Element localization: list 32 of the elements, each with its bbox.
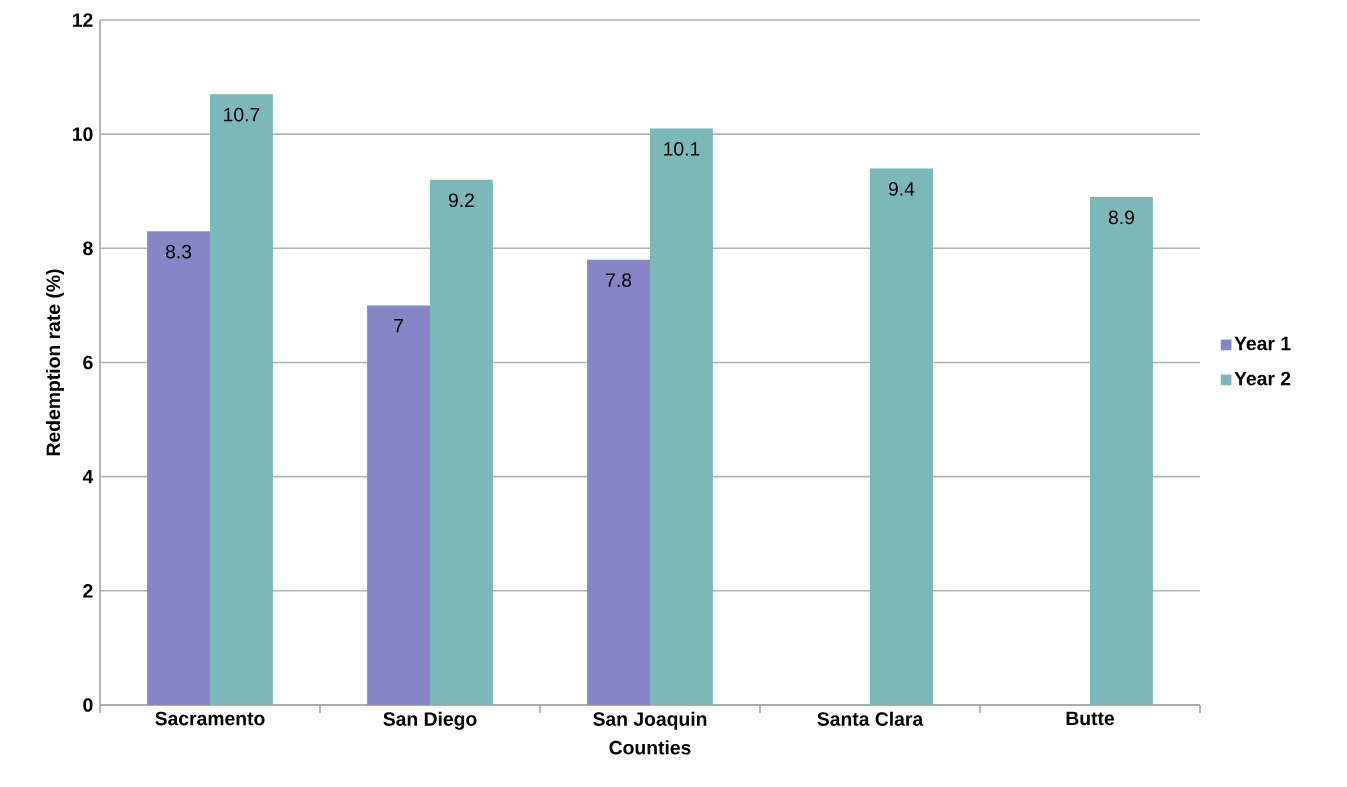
x-tick-label: San Joaquin xyxy=(593,711,707,730)
x-axis-title: Counties xyxy=(609,740,691,755)
bar xyxy=(147,231,211,705)
y-axis-title: Redemption rate (%) xyxy=(45,269,64,456)
data-label: 10.7 xyxy=(224,107,260,122)
data-label: 7 xyxy=(394,319,403,333)
data-label: 9.2 xyxy=(448,193,474,208)
y-tick-label: 2 xyxy=(83,584,93,598)
legend-label: Year 1 xyxy=(1234,336,1291,351)
bar xyxy=(430,179,493,705)
data-label: 7.8 xyxy=(606,273,632,288)
y-tick-label: 4 xyxy=(82,470,94,484)
bar xyxy=(587,259,650,705)
x-tick-label: San Diego xyxy=(383,711,477,730)
bar xyxy=(1090,196,1153,705)
y-tick-label: 12 xyxy=(73,13,93,27)
bar xyxy=(210,94,273,705)
bar xyxy=(870,168,933,705)
y-tick-label: 0 xyxy=(83,698,93,712)
x-tick-label: Santa Clara xyxy=(817,711,924,726)
data-label: 9.4 xyxy=(888,181,915,196)
data-label: 8.3 xyxy=(165,244,192,259)
y-tick-label: 8 xyxy=(83,241,93,256)
data-label: 8.9 xyxy=(1108,210,1134,225)
x-tick-label: Sacramento xyxy=(155,711,265,726)
y-tick-label: 10 xyxy=(73,127,93,141)
legend-label: Year 2 xyxy=(1234,371,1291,386)
bar xyxy=(650,128,713,705)
bar xyxy=(367,305,430,705)
data-label: 10.1 xyxy=(664,142,700,156)
y-tick-label: 6 xyxy=(83,355,93,370)
x-tick-label: Butte xyxy=(1066,711,1115,726)
